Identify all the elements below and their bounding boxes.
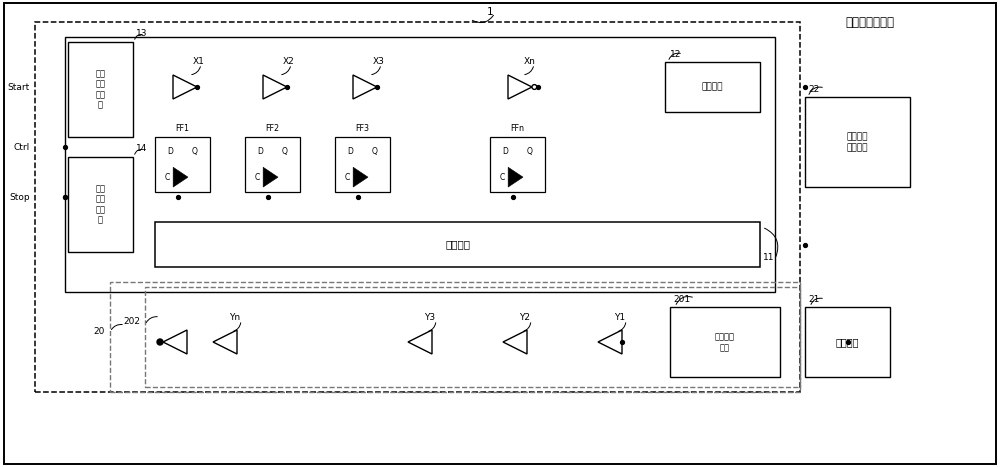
- Text: 12: 12: [670, 50, 681, 59]
- Bar: [490, 137, 545, 192]
- Polygon shape: [598, 330, 622, 354]
- Bar: [110, 282, 800, 392]
- Text: D: D: [257, 148, 263, 156]
- Text: 译码单元: 译码单元: [445, 240, 470, 249]
- Polygon shape: [263, 75, 287, 99]
- Text: 第一
多路
选择
器: 第一 多路 选择 器: [96, 70, 106, 110]
- Text: 22: 22: [808, 85, 819, 94]
- Text: 第二
多路
选择
器: 第二 多路 选择 器: [96, 184, 106, 225]
- Bar: [145, 287, 800, 387]
- Circle shape: [157, 339, 163, 345]
- Text: Ctrl: Ctrl: [14, 142, 30, 151]
- Text: 时间间隔
校准模块: 时间间隔 校准模块: [847, 132, 868, 152]
- Bar: [68, 157, 133, 252]
- Text: 13: 13: [136, 29, 148, 38]
- Text: 统计模块: 统计模块: [836, 337, 859, 347]
- Text: Start: Start: [8, 83, 30, 92]
- Bar: [65, 37, 775, 292]
- Polygon shape: [353, 167, 368, 187]
- Text: 采样计数
单元: 采样计数 单元: [715, 332, 735, 352]
- Text: 检测单元: 检测单元: [702, 83, 723, 92]
- Bar: [335, 137, 390, 192]
- Polygon shape: [353, 75, 377, 99]
- Polygon shape: [173, 75, 197, 99]
- Text: 11: 11: [763, 253, 774, 262]
- Polygon shape: [508, 167, 523, 187]
- Text: FF2: FF2: [265, 124, 280, 133]
- Text: 14: 14: [136, 144, 147, 153]
- Bar: [805, 307, 890, 377]
- Text: D: D: [167, 148, 173, 156]
- Text: Q: Q: [372, 148, 378, 156]
- Text: C: C: [164, 173, 170, 182]
- Text: FF1: FF1: [176, 124, 190, 133]
- Text: C: C: [499, 173, 505, 182]
- Polygon shape: [508, 75, 532, 99]
- Text: Stop: Stop: [9, 192, 30, 201]
- Bar: [35, 22, 800, 392]
- Polygon shape: [173, 167, 188, 187]
- Polygon shape: [408, 330, 432, 354]
- Circle shape: [532, 85, 537, 89]
- Text: Q: Q: [282, 148, 288, 156]
- Text: 202: 202: [123, 318, 140, 326]
- Text: D: D: [347, 148, 353, 156]
- Polygon shape: [263, 167, 278, 187]
- Text: Yn: Yn: [229, 312, 240, 321]
- Text: FF3: FF3: [356, 124, 370, 133]
- Text: X1: X1: [193, 57, 205, 65]
- Text: 201: 201: [673, 295, 690, 304]
- Polygon shape: [503, 330, 527, 354]
- Text: Q: Q: [192, 148, 198, 156]
- Bar: [805, 97, 910, 187]
- Text: Y1: Y1: [614, 312, 625, 321]
- Text: Q: Q: [527, 148, 533, 156]
- Text: D: D: [502, 148, 508, 156]
- Text: Xn: Xn: [524, 57, 536, 65]
- Bar: [245, 137, 300, 192]
- Bar: [670, 307, 780, 377]
- Text: 21: 21: [808, 295, 819, 304]
- Text: 20: 20: [94, 327, 105, 337]
- Bar: [68, 42, 133, 137]
- Bar: [155, 222, 760, 267]
- Bar: [665, 62, 760, 112]
- Text: FFn: FFn: [511, 124, 524, 133]
- Polygon shape: [163, 330, 187, 354]
- Text: C: C: [254, 173, 260, 182]
- Polygon shape: [213, 330, 237, 354]
- Text: X2: X2: [283, 57, 295, 65]
- Bar: [155, 137, 210, 192]
- Text: Y3: Y3: [424, 312, 435, 321]
- Text: X3: X3: [373, 57, 385, 65]
- Text: Y2: Y2: [519, 312, 530, 321]
- Text: C: C: [344, 173, 350, 182]
- Text: 1: 1: [487, 7, 493, 17]
- Text: 时间数字转换器: 时间数字转换器: [846, 15, 895, 28]
